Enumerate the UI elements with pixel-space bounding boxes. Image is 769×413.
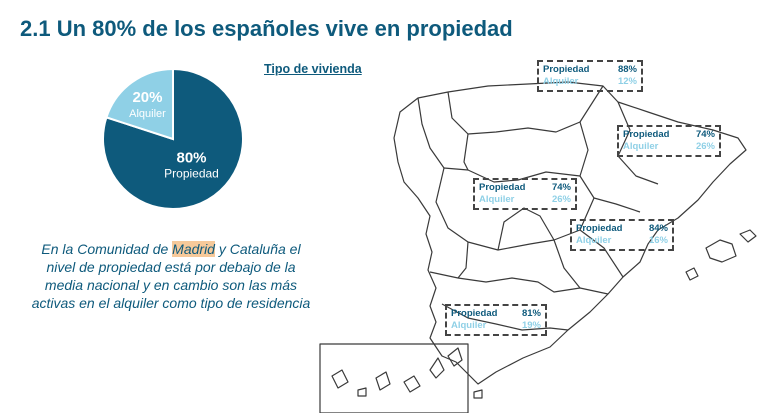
rent-value: 26% xyxy=(551,194,571,205)
rent-label: Alquiler xyxy=(451,320,487,331)
own-value: 84% xyxy=(648,223,668,234)
pie-label-alquiler: Alquiler xyxy=(129,108,166,120)
region-box-north: Propiedad 88% Alquiler 12% xyxy=(537,60,643,92)
region-box-east: Propiedad 84% Alquiler 16% xyxy=(570,219,674,251)
spain-region-map xyxy=(319,81,757,413)
housing-pie-chart: 80%Propiedad 20% Alquiler xyxy=(102,67,244,210)
note-text-before: En la Comunidad de xyxy=(41,241,173,257)
peninsula-outline xyxy=(393,81,747,385)
region-border xyxy=(457,241,469,279)
own-value: 74% xyxy=(695,129,715,140)
madrid-cataluna-note: En la Comunidad de Madrid y Cataluña el … xyxy=(26,240,316,312)
rent-label: Alquiler xyxy=(623,141,659,152)
rent-value: 19% xyxy=(521,320,541,331)
balearic-island xyxy=(705,239,737,263)
own-label: Propiedad xyxy=(479,182,526,193)
own-label: Propiedad xyxy=(543,64,590,75)
own-label: Propiedad xyxy=(451,308,498,319)
canary-island xyxy=(357,387,367,397)
pie-slice-alquiler xyxy=(105,67,174,141)
region-border xyxy=(463,133,469,171)
region-border xyxy=(441,303,569,331)
region-box-cataluna: Propiedad 74% Alquiler 26% xyxy=(617,125,721,157)
canary-island xyxy=(375,371,391,391)
pie-value-alquiler: 20% xyxy=(132,89,162,106)
canary-island xyxy=(331,369,349,389)
rent-value: 26% xyxy=(695,141,715,152)
rent-value: 16% xyxy=(648,235,668,246)
note-text-after: y Cataluña el nivel de propiedad está po… xyxy=(31,241,311,311)
balearic-island xyxy=(739,229,757,243)
region-border xyxy=(553,239,581,289)
own-label: Propiedad xyxy=(576,223,623,234)
region-border xyxy=(443,167,581,183)
own-value: 74% xyxy=(551,182,571,193)
own-value: 81% xyxy=(521,308,541,319)
rent-value: 12% xyxy=(617,76,637,87)
region-box-south: Propiedad 81% Alquiler 19% xyxy=(445,304,547,336)
page-title: 2.1 Un 80% de los españoles vive en prop… xyxy=(20,16,513,41)
canary-inset-frame xyxy=(319,343,469,413)
region-border xyxy=(429,271,609,295)
region-border xyxy=(579,121,641,213)
pie-value-propiedad: 80% xyxy=(176,149,206,166)
chart-subtitle: Tipo de vivienda xyxy=(264,62,362,76)
note-highlight-madrid: Madrid xyxy=(172,241,215,257)
canary-island xyxy=(429,357,445,379)
pie-label-propiedad: Propiedad xyxy=(164,166,219,180)
region-border xyxy=(447,85,604,135)
ceuta xyxy=(473,389,483,399)
canary-island xyxy=(403,375,421,393)
rent-label: Alquiler xyxy=(479,194,515,205)
own-label: Propiedad xyxy=(623,129,670,140)
rent-label: Alquiler xyxy=(576,235,612,246)
canary-island xyxy=(447,347,463,367)
region-border xyxy=(579,229,624,278)
own-value: 88% xyxy=(617,64,637,75)
rent-label: Alquiler xyxy=(543,76,579,87)
balearic-island xyxy=(685,267,699,281)
region-box-madrid: Propiedad 74% Alquiler 26% xyxy=(473,178,577,210)
region-border xyxy=(497,207,555,251)
region-border xyxy=(417,97,445,169)
